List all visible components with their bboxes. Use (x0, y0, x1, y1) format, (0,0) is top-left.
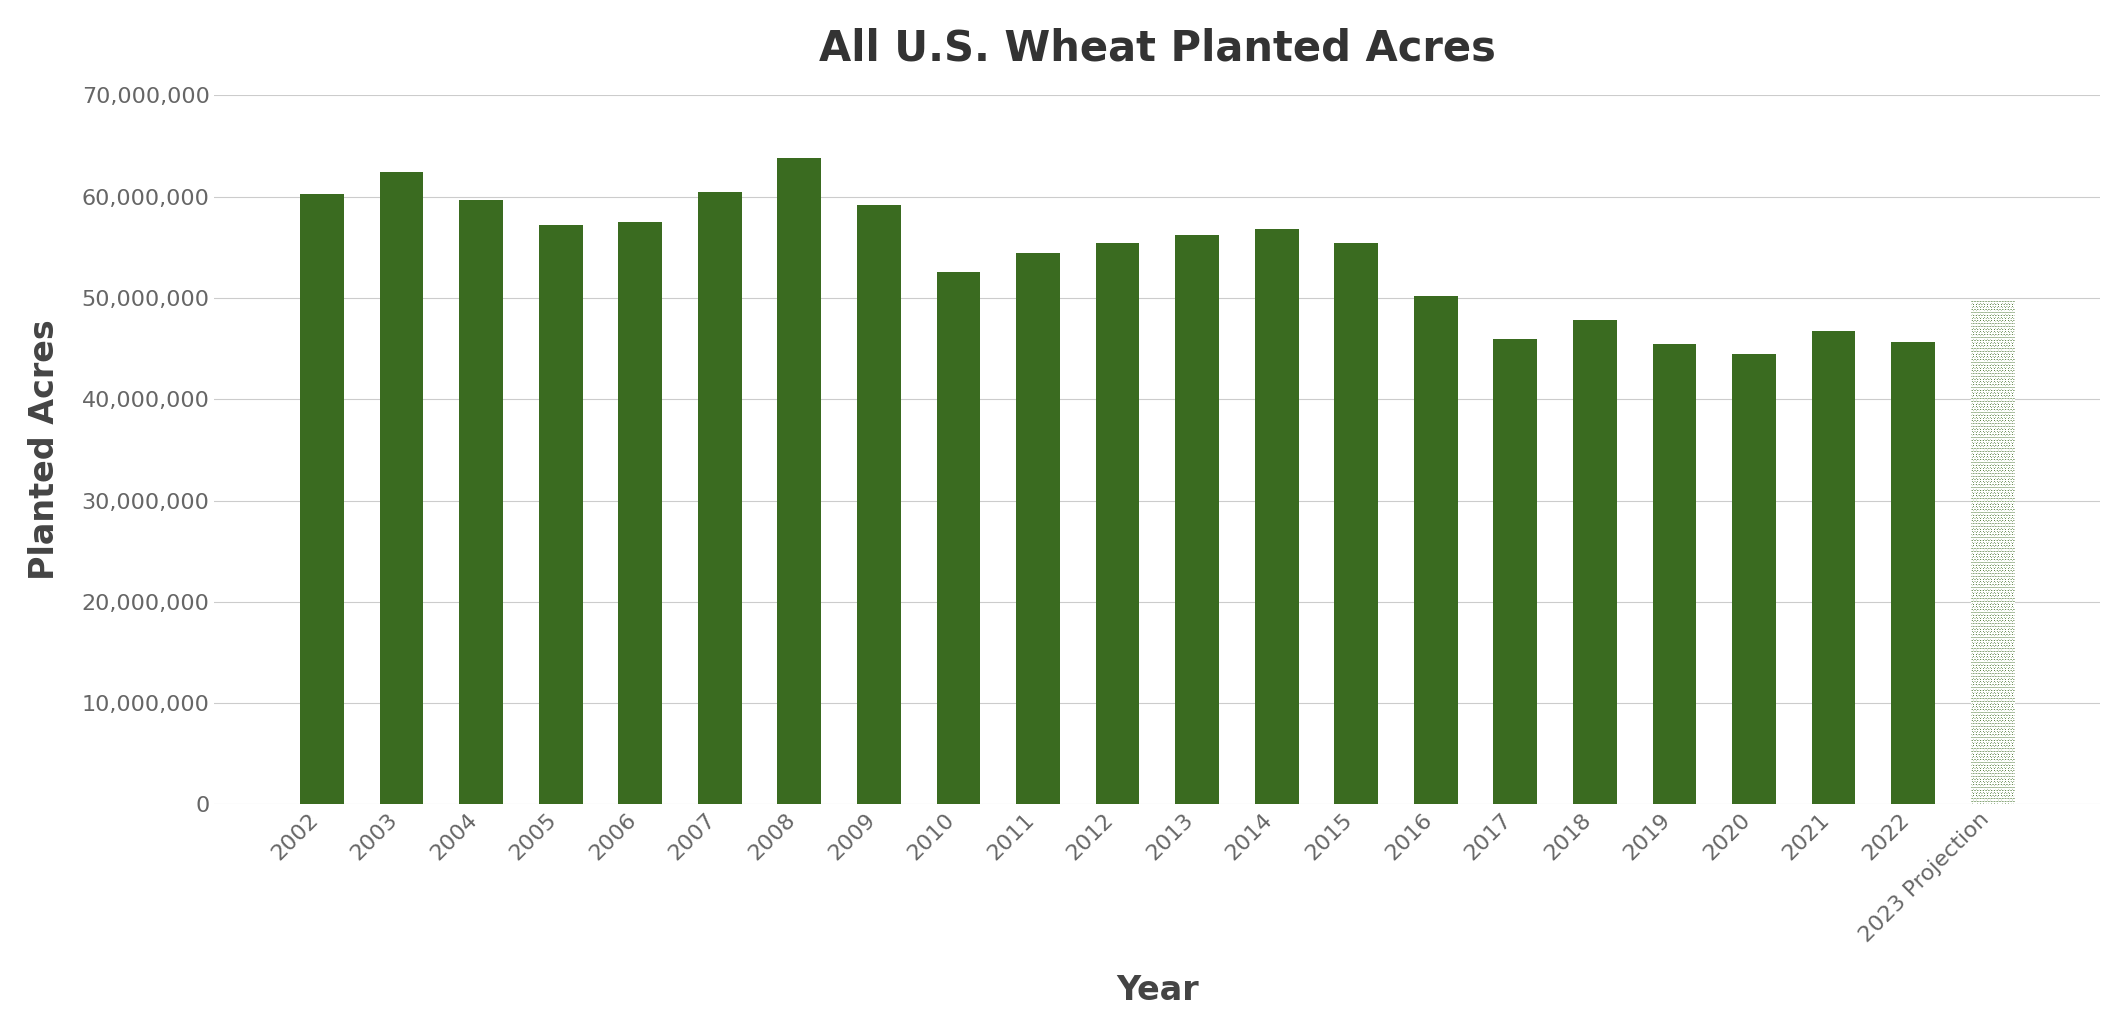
Bar (1494, 338, 1536, 804)
Bar (936, 272, 981, 804)
Bar (1017, 254, 1060, 804)
Y-axis label: Planted Acres: Planted Acres (28, 320, 62, 581)
X-axis label: Year: Year (1115, 974, 1198, 1007)
Bar (1811, 331, 1856, 804)
Bar (1256, 229, 1298, 804)
Bar (1971, 301, 2015, 804)
Bar (1096, 243, 1138, 804)
Bar (1413, 296, 1458, 804)
Bar (698, 191, 743, 804)
Title: All U.S. Wheat Planted Acres: All U.S. Wheat Planted Acres (819, 28, 1496, 69)
Bar (1653, 344, 1696, 804)
Bar (1732, 354, 1777, 804)
Bar (538, 226, 583, 804)
Bar (858, 205, 900, 804)
Bar (1175, 235, 1219, 804)
Bar (379, 173, 423, 804)
Bar (1892, 342, 1934, 804)
Bar (1334, 243, 1379, 804)
Bar (1971, 301, 2015, 804)
Bar (1573, 320, 1617, 804)
Bar (619, 223, 662, 804)
Bar (777, 158, 821, 804)
Bar (300, 194, 345, 804)
Bar (460, 200, 502, 804)
